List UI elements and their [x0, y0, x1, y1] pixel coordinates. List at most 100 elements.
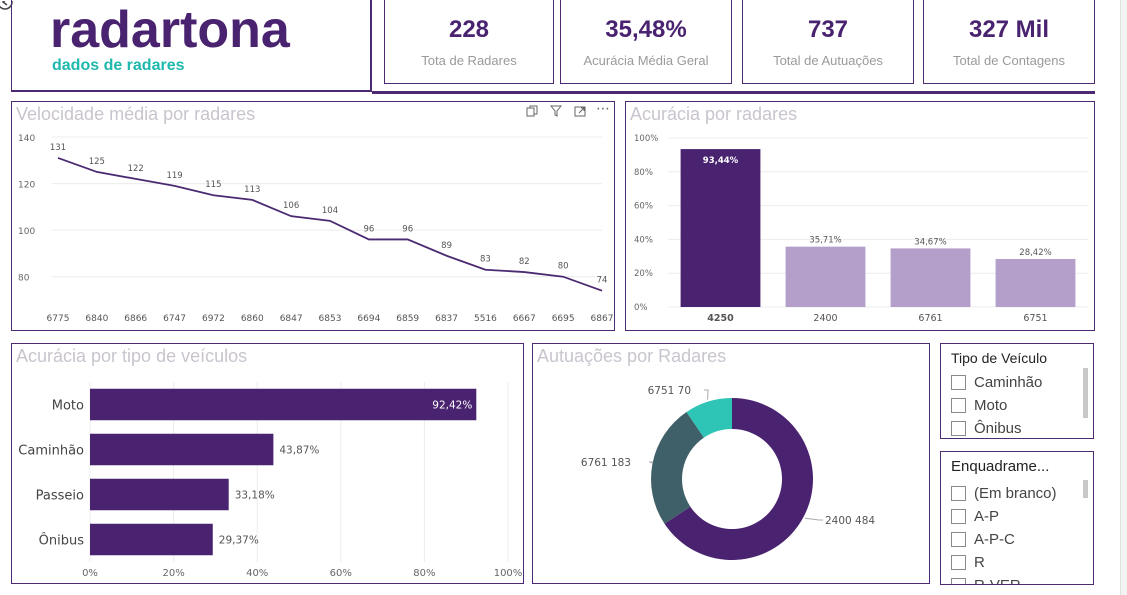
slicer-option-r-ver[interactable]: R-VER — [951, 575, 1021, 584]
filter-icon[interactable] — [549, 105, 563, 117]
x-tick-label: 6972 — [202, 314, 225, 324]
data-label: 28,42% — [1019, 248, 1051, 258]
y-tick-label: 100 — [18, 227, 35, 237]
category-label: Ônibus — [39, 533, 85, 549]
x-tick-label: 6747 — [163, 314, 186, 324]
option-label: (Em branco) — [974, 484, 1057, 502]
x-tick-label: 4250 — [707, 313, 734, 324]
frame-slicer[interactable]: Enquadrame... (Em branco) A-P A-P-C R R-… — [940, 451, 1094, 585]
checkbox[interactable] — [951, 508, 966, 524]
bar — [680, 149, 761, 307]
back-icon[interactable] — [0, 0, 14, 12]
checkbox[interactable] — [951, 554, 966, 570]
checkbox[interactable] — [951, 531, 966, 547]
kpi-value: 737 — [807, 16, 849, 43]
donut-chart-panel[interactable]: Autuações por Radares 2400 484 6761 183 67… — [532, 343, 930, 584]
leader-line — [649, 461, 654, 464]
page-scrollbar[interactable] — [1120, 0, 1127, 595]
donut-slice — [686, 398, 732, 438]
y-tick-label: 20% — [634, 269, 653, 279]
x-tick-label: 0% — [82, 568, 98, 579]
y-tick-label: 120 — [18, 181, 35, 191]
vehicle-bar-chart: 0% 20% 40% 60% 80% 100% Moto 92,42% Caminhão 43,8… — [18, 382, 522, 579]
logo-panel: radartona dados de radares — [11, 0, 372, 92]
option-label: A-P — [974, 507, 1000, 525]
slicer-scrollbar[interactable] — [1083, 368, 1088, 418]
checkbox[interactable] — [951, 397, 966, 413]
data-label: 83 — [480, 255, 491, 265]
kpi-value: 35,48% — [605, 16, 687, 43]
data-label: 93,44% — [703, 156, 739, 166]
bar — [90, 478, 229, 511]
slicer-option-em-branco[interactable]: (Em branco) — [951, 483, 1057, 503]
x-tick-label: 6840 — [85, 314, 108, 324]
data-label: 104 — [322, 206, 338, 216]
data-label: 122 — [128, 164, 144, 174]
data-label: 125 — [89, 157, 105, 167]
data-label: 35,71% — [809, 236, 841, 246]
slicer-option-r[interactable]: R — [951, 552, 985, 572]
checkbox[interactable] — [951, 420, 966, 436]
vehicle-slicer-title: Tipo de Veículo — [951, 350, 1047, 366]
speed-chart-panel[interactable]: Velocidade média por radares ⋯ 140 120 100… — [11, 101, 615, 331]
checkbox[interactable] — [951, 577, 966, 584]
kpi-label: Acurácia Média Geral — [583, 53, 709, 68]
x-tick-label: 6867 — [591, 314, 614, 324]
accuracy-radar-panel[interactable]: Acurácia por radares 100% 80% 60% 40% 20% 0% 9… — [625, 101, 1095, 331]
x-tick-label: 40% — [246, 568, 268, 579]
option-label: Moto — [974, 396, 1008, 414]
data-label: 74 — [597, 276, 608, 286]
accuracy-radar-bar-chart: 100% 80% 60% 40% 20% 0% 93,44% 4250 35,71% 2400 34… — [634, 134, 1088, 324]
kpi-value: 228 — [448, 16, 490, 43]
slicer-option-caminhao[interactable]: Caminhão — [951, 372, 1042, 392]
data-label: 89 — [441, 241, 452, 251]
focus-mode-icon[interactable] — [574, 105, 586, 117]
bar — [890, 248, 971, 307]
vehicle-chart-title: Acurácia por tipo de veículos — [16, 346, 248, 366]
kpi-label: Total de Contagens — [952, 53, 1066, 68]
checkbox[interactable] — [951, 485, 966, 501]
category-label: Passeio — [36, 489, 84, 504]
data-label: 6751 70 — [648, 385, 691, 397]
data-label: 96 — [402, 224, 413, 234]
data-label: 131 — [50, 143, 66, 153]
checkbox[interactable] — [951, 374, 966, 390]
kpi-label: Tota de Radares — [421, 53, 517, 68]
x-tick-label: 6866 — [124, 314, 147, 324]
kpi-card-autuacoes[interactable]: 737 Total de Autuações — [742, 0, 914, 84]
kpi-card-acuracia[interactable]: 35,48% Acurácia Média Geral — [560, 0, 732, 84]
y-tick-label: 100% — [634, 134, 658, 144]
kpi-card-radares[interactable]: 228 Tota de Radares — [384, 0, 554, 84]
y-tick-label: 40% — [634, 235, 653, 245]
x-tick-label: 6667 — [513, 314, 536, 324]
leader-line — [704, 389, 709, 400]
vehicle-chart-panel[interactable]: Acurácia por tipo de veículos 0% 20% 40% 60… — [11, 343, 524, 584]
donut-chart-title: Autuações por Radares — [537, 346, 727, 366]
y-tick-label: 0% — [634, 303, 648, 313]
copy-icon[interactable] — [526, 105, 538, 117]
x-tick-label: 6860 — [241, 314, 264, 324]
slicer-option-onibus[interactable]: Ônibus — [951, 418, 1022, 438]
data-label: 34,67% — [914, 237, 946, 247]
logo-subtitle: dados de radares — [52, 57, 185, 74]
slicer-option-moto[interactable]: Moto — [951, 395, 1007, 415]
vehicle-type-slicer[interactable]: Tipo de Veículo Caminhão Moto Ônibus — [940, 343, 1094, 439]
slicer-option-a-p-c[interactable]: A-P-C — [951, 529, 1015, 549]
data-label: 113 — [244, 185, 260, 195]
x-tick-label: 6837 — [435, 314, 458, 324]
option-label: Ônibus — [974, 419, 1022, 437]
option-label: A-P-C — [974, 530, 1015, 548]
donut-chart: 2400 484 6761 183 6751 70 — [581, 385, 875, 560]
kpi-card-contagens[interactable]: 327 Mil Total de Contagens — [923, 0, 1095, 84]
slicer-option-a-p[interactable]: A-P — [951, 506, 999, 526]
donut-slice — [664, 398, 813, 560]
slicer-scrollbar[interactable] — [1083, 480, 1088, 498]
kpi-value: 327 Mil — [968, 16, 1050, 43]
more-options-icon[interactable]: ⋯ — [596, 100, 610, 116]
y-tick-label: 140 — [18, 134, 35, 144]
x-tick-label: 60% — [330, 568, 352, 579]
x-tick-label: 20% — [162, 568, 184, 579]
category-label: Moto — [52, 399, 84, 414]
x-tick-label: 6859 — [396, 314, 419, 324]
bar — [90, 523, 213, 556]
